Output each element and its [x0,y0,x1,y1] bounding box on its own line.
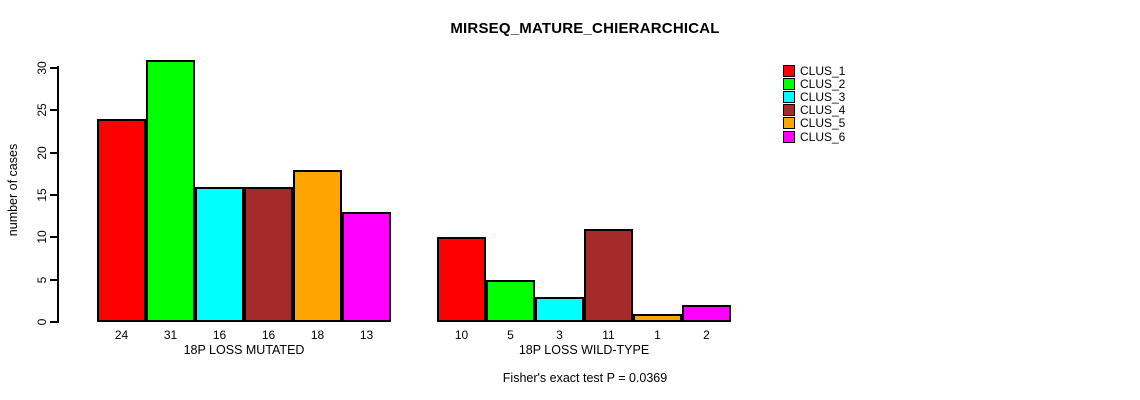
bar-value-label: 18 [310,328,325,342]
legend: CLUS_1 CLUS_2 CLUS_3 CLUS_4 CLUS_5 CLUS_6 [783,64,845,143]
bar-clus_4-group1 [244,186,293,322]
y-tick-label: 25 [35,103,49,118]
bar-value-label: 10 [454,328,469,342]
y-tick-mark [50,194,57,196]
y-axis-label: number of cases [6,143,20,237]
bar-clus_1-group1 [97,118,146,322]
y-tick-mark [50,67,57,69]
legend-label: CLUS_5 [800,116,846,131]
bar-clus_1-group2 [437,237,486,322]
legend-item-clus_1: CLUS_1 [783,64,845,77]
y-tick-mark [50,321,57,323]
bar-clus_2-group1 [146,59,195,322]
legend-swatch-icon [783,90,795,103]
fisher-test-annotation: Fisher's exact test P = 0.0369 [502,371,668,385]
legend-label: CLUS_2 [800,76,846,91]
legend-item-clus_3: CLUS_3 [783,90,845,103]
legend-item-clus_6: CLUS_6 [783,130,845,143]
y-tick-mark [50,151,57,154]
bar-value-label: 31 [163,328,178,342]
y-axis-line [57,66,59,323]
y-tick-mark [50,109,57,112]
legend-label: CLUS_1 [800,63,846,78]
bar-clus_3-group2 [535,296,584,322]
legend-label: CLUS_3 [800,89,846,104]
chart-title: MIRSEQ_MATURE_CHIERARCHICAL [450,20,720,37]
y-tick-label: 10 [35,230,49,245]
bar-clus_6-group1 [342,211,391,322]
bar-value-label: 24 [114,328,129,342]
bar-value-label: 11 [602,328,615,342]
legend-label: CLUS_4 [800,103,846,118]
bar-clus_4-group2 [584,228,633,322]
x-group-label-mutated: 18P LOSS MUTATED [183,343,305,357]
legend-swatch-icon [783,104,795,117]
bar-value-label: 16 [261,328,276,342]
legend-swatch-icon [783,130,795,143]
legend-item-clus_4: CLUS_4 [783,104,845,117]
bar-value-label: 13 [359,328,374,342]
bar-value-label: 5 [507,328,514,342]
bar-value-label: 1 [654,328,661,342]
bar-clus_5-group1 [293,169,342,322]
bar-value-label: 2 [703,328,710,342]
y-tick-label: 5 [35,276,49,283]
legend-item-clus_2: CLUS_2 [783,77,845,90]
y-tick-label: 15 [35,188,49,202]
legend-swatch-icon [783,77,795,90]
legend-label: CLUS_6 [800,129,846,144]
y-tick-label: 0 [35,318,49,326]
y-tick-label: 30 [35,61,49,75]
y-tick-mark [50,236,57,239]
legend-item-clus_5: CLUS_5 [783,117,845,130]
bar-clus_6-group2 [682,305,731,322]
legend-swatch-icon [783,64,795,77]
legend-swatch-icon [783,117,795,130]
y-tick-mark [50,278,57,281]
y-tick-label: 20 [35,145,49,160]
bar-value-label: 16 [212,328,227,342]
bar-clus_5-group2 [633,313,682,322]
x-group-label-wildtype: 18P LOSS WILD-TYPE [518,343,650,357]
bar-clus_3-group1 [195,186,244,322]
bar-value-label: 3 [556,328,563,342]
bar-clus_2-group2 [486,279,535,322]
